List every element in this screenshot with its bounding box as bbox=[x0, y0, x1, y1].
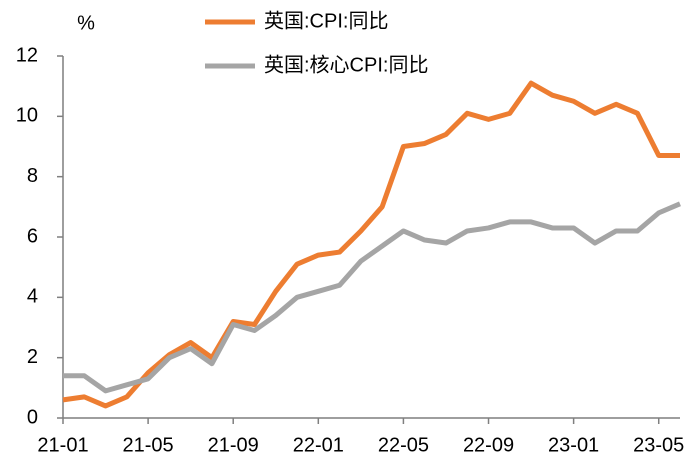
legend-label: 英国:核心CPI:同比 bbox=[264, 53, 428, 76]
y-tick-label: 0 bbox=[27, 406, 38, 428]
line-series bbox=[62, 80, 680, 409]
y-unit: % bbox=[77, 12, 95, 34]
y-tick-label: 4 bbox=[27, 286, 38, 308]
y-tick-label: 12 bbox=[16, 44, 38, 66]
x-tick-label: 21-01 bbox=[37, 434, 88, 456]
line-series bbox=[63, 201, 681, 394]
x-tick-label: 23-05 bbox=[633, 434, 684, 456]
x-tick-label: 23-01 bbox=[548, 434, 599, 456]
y-tick-label: 6 bbox=[27, 225, 38, 247]
x-tick-label: 21-05 bbox=[123, 434, 174, 456]
x-tick-label: 22-09 bbox=[463, 434, 514, 456]
x-tick-label: 21-09 bbox=[208, 434, 259, 456]
y-tick-label: 2 bbox=[27, 346, 38, 368]
legend-label: 英国:CPI:同比 bbox=[264, 9, 388, 32]
x-tick-label: 22-05 bbox=[378, 434, 429, 456]
x-tick-label: 22-01 bbox=[293, 434, 344, 456]
y-tick-label: 8 bbox=[27, 165, 38, 187]
y-tick-label: 10 bbox=[16, 105, 38, 127]
